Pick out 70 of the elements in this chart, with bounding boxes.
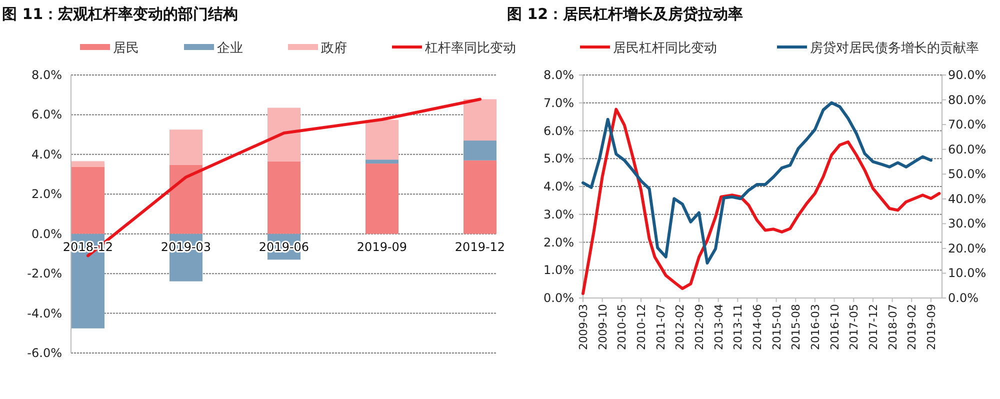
y2-tick-label: 90.0% [948, 68, 986, 82]
y2-tick-label: 0.0% [948, 291, 978, 305]
y-tick-label: -4.0% [27, 306, 62, 320]
y-tick-label: 4.0% [32, 147, 62, 162]
legend-label: 杠杆率同比变动 [424, 40, 516, 56]
legend-label: 房贷对居民债务增长的贡献率 [810, 40, 979, 56]
x-tick-label: 2012-09 [692, 304, 706, 350]
legend-label: 居民杠杆同比变动 [613, 41, 717, 56]
x-tick-label: 2019-12 [454, 240, 506, 254]
y-tick-label: 7.0% [544, 96, 574, 110]
y-tick-label: 2.0% [32, 187, 62, 202]
x-tick-label: 2013-04 [712, 304, 726, 350]
line-series [582, 108, 941, 296]
y2-tick-label: 70.0% [948, 118, 986, 132]
x-tick-label: 2017-12 [866, 304, 880, 350]
y2-tick-label: 10.0% [948, 266, 986, 280]
bar [464, 160, 496, 234]
bar [72, 161, 104, 167]
y-tick-label: 0.0% [544, 291, 574, 305]
x-tick-label: 2010-12 [634, 304, 648, 350]
bar [268, 108, 300, 162]
x-tick-label: 2018-07 [886, 304, 900, 350]
x-tick-label: 2009-03 [577, 304, 590, 350]
x-tick-label: 2016-10 [828, 304, 842, 350]
bar [366, 160, 398, 164]
x-tick-label: 2019-02 [906, 304, 919, 350]
bar [72, 166, 104, 234]
y-tick-label: 8.0% [544, 68, 574, 82]
y-tick-label: 6.0% [544, 124, 574, 138]
bar [464, 140, 496, 160]
x-tick-label: 2016-03 [808, 304, 822, 350]
y-tick-label: 4.0% [544, 180, 574, 194]
bar [170, 164, 202, 234]
x-tick-label: 2010-05 [616, 304, 629, 350]
legend-label: 居民 [113, 41, 139, 56]
x-tick-label: 2011-07 [654, 304, 668, 350]
y-tick-label: 3.0% [544, 207, 574, 222]
y2-tick-label: 50.0% [948, 167, 986, 182]
y-tick-label: 0.0% [32, 226, 62, 241]
y-tick-label: 2.0% [544, 235, 574, 250]
bar [464, 99, 496, 141]
x-tick-label: 2019-09 [924, 304, 938, 350]
y-tick-label: 5.0% [544, 152, 574, 166]
bar [366, 120, 398, 160]
bar [170, 130, 202, 165]
chart-title: 图 11：宏观杠杆率变动的部门结构 [2, 5, 238, 23]
x-tick-label: 2012-02 [674, 304, 687, 350]
x-tick-label: 2015-08 [790, 304, 803, 350]
x-tick-label: 2017-05 [848, 304, 861, 350]
chart-title: 图 12：居民杠杆增长及房贷拉动率 [507, 5, 744, 23]
bar [268, 161, 300, 234]
x-tick-label: 2014-06 [750, 304, 764, 350]
y2-tick-label: 20.0% [948, 241, 986, 256]
y-tick-label: -2.0% [27, 266, 62, 281]
y-tick-label: -6.0% [27, 346, 62, 360]
y2-tick-label: 30.0% [948, 216, 986, 231]
y-tick-label: 1.0% [544, 263, 574, 278]
bar [366, 164, 398, 234]
x-tick-label: 2019-09 [356, 240, 408, 254]
legend-label: 企业 [217, 41, 243, 56]
legend-label: 政府 [321, 40, 347, 56]
y2-tick-label: 60.0% [948, 142, 986, 156]
line-series [582, 101, 932, 265]
y2-tick-label: 40.0% [948, 192, 986, 206]
x-tick-label: 2015-01 [770, 304, 784, 350]
y2-tick-label: 80.0% [948, 92, 986, 107]
x-tick-label: 2013-11 [732, 304, 745, 350]
y-tick-label: 8.0% [32, 68, 62, 82]
x-tick-label: 2009-10 [596, 304, 610, 350]
y-tick-label: 6.0% [32, 108, 62, 122]
